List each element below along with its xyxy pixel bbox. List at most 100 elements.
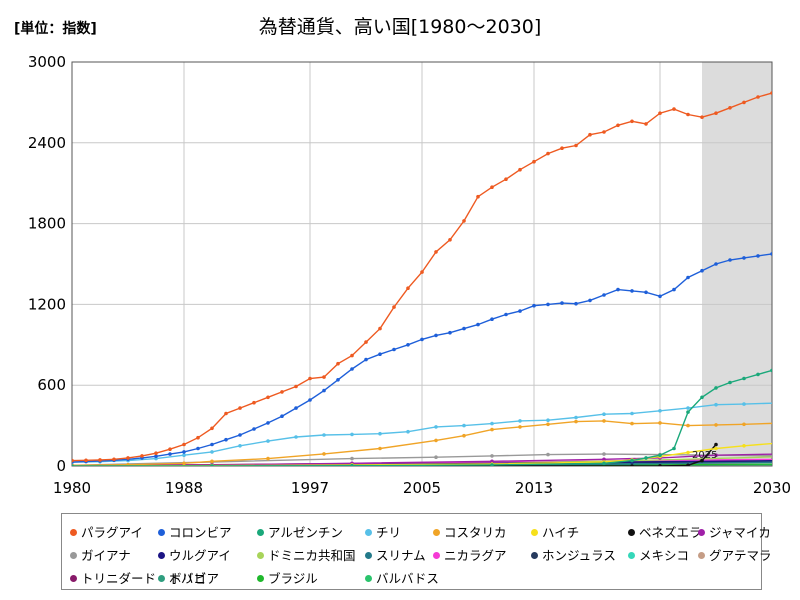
data-point — [616, 287, 620, 292]
series-アルゼンチン — [72, 368, 772, 466]
legend-marker — [531, 552, 538, 559]
data-point — [784, 460, 788, 464]
legend-marker — [628, 552, 635, 559]
legend-label: ハイチ — [542, 525, 580, 540]
legend-marker — [628, 529, 635, 536]
legend-label: チリ — [376, 525, 402, 540]
data-point — [616, 123, 620, 128]
series-line — [72, 453, 772, 466]
legend-label: メキシコ — [639, 548, 690, 563]
legend-item: ニカラグア — [433, 545, 507, 564]
data-point — [644, 290, 648, 295]
data-point — [294, 435, 298, 439]
legend-marker — [698, 529, 705, 536]
data-point — [784, 455, 788, 459]
data-point — [182, 453, 186, 458]
data-point — [784, 461, 788, 465]
y-tick-label: 3000 — [28, 53, 66, 71]
data-point — [490, 454, 494, 458]
data-point — [686, 450, 690, 455]
unit-label: [単位：指数] — [14, 21, 97, 37]
data-point — [392, 305, 396, 309]
data-point — [182, 461, 186, 466]
data-point — [714, 262, 718, 266]
data-point — [546, 418, 550, 423]
data-point — [700, 115, 704, 119]
chart-title: 為替通貨、高い国[1980～2030] — [258, 16, 542, 38]
data-point — [546, 302, 550, 307]
data-point — [224, 437, 228, 442]
legend-marker — [365, 529, 372, 536]
data-point — [742, 402, 746, 406]
data-point — [154, 454, 158, 459]
data-point — [700, 268, 704, 273]
legend-marker — [433, 529, 440, 536]
data-point — [518, 167, 522, 172]
data-point — [630, 411, 634, 416]
legend-marker — [433, 552, 440, 559]
data-point — [518, 309, 522, 313]
legend-item: ベネズエラ — [628, 522, 702, 541]
data-point — [420, 270, 424, 274]
data-point — [602, 293, 606, 297]
data-point — [490, 421, 494, 426]
series-コロンビア — [72, 252, 772, 464]
data-point — [434, 333, 438, 338]
y-tick-label: 600 — [37, 376, 66, 394]
data-point — [210, 426, 214, 431]
data-point — [574, 301, 578, 306]
legend-label: ベネズエラ — [639, 525, 702, 540]
data-point — [644, 456, 648, 460]
legend-item: アルゼンチン — [257, 522, 343, 541]
data-point — [434, 250, 438, 254]
data-point — [770, 252, 772, 256]
legend-marker — [257, 575, 264, 582]
data-point — [686, 112, 690, 117]
data-point — [238, 444, 242, 448]
legend-marker — [257, 529, 264, 536]
x-tick-label: 1997 — [291, 479, 329, 497]
data-point — [784, 452, 788, 456]
data-point — [168, 452, 172, 456]
data-point — [686, 406, 690, 410]
data-point — [742, 256, 746, 260]
legend-marker — [70, 529, 77, 536]
data-point — [756, 95, 760, 99]
data-point — [112, 457, 116, 462]
legend-label: スリナム — [376, 548, 426, 563]
data-point — [784, 421, 788, 425]
data-point — [672, 446, 676, 451]
legend-item: チリ — [365, 522, 401, 541]
legend-label: コロンビア — [169, 525, 232, 540]
y-tick-label: 2400 — [28, 134, 66, 152]
data-point — [490, 427, 494, 432]
x-tick-label: 1980 — [53, 479, 91, 497]
legend-label: ガイアナ — [81, 548, 131, 563]
data-point — [532, 303, 536, 308]
data-point — [378, 352, 382, 357]
data-point — [434, 455, 438, 460]
data-point — [756, 254, 760, 258]
data-point — [602, 419, 606, 423]
legend-marker — [257, 552, 264, 559]
data-point — [784, 84, 788, 88]
series-line — [72, 253, 772, 463]
data-point — [266, 395, 270, 400]
data-point — [490, 185, 494, 189]
data-point — [602, 457, 606, 462]
data-point — [658, 464, 662, 466]
legend-item: ジャマイカ — [698, 522, 771, 541]
data-point — [784, 461, 788, 465]
data-point — [322, 452, 326, 456]
data-point — [266, 421, 270, 425]
data-point — [294, 384, 298, 389]
legend-marker — [70, 552, 77, 559]
y-tick-label: 1800 — [28, 215, 66, 233]
data-point — [84, 458, 88, 463]
legend-item: ホンジュラス — [531, 545, 616, 564]
legend-label: ドミニカ共和国 — [268, 548, 356, 563]
data-point — [448, 330, 452, 335]
series-line — [72, 444, 717, 466]
series-line — [72, 402, 772, 463]
data-point — [322, 433, 326, 437]
